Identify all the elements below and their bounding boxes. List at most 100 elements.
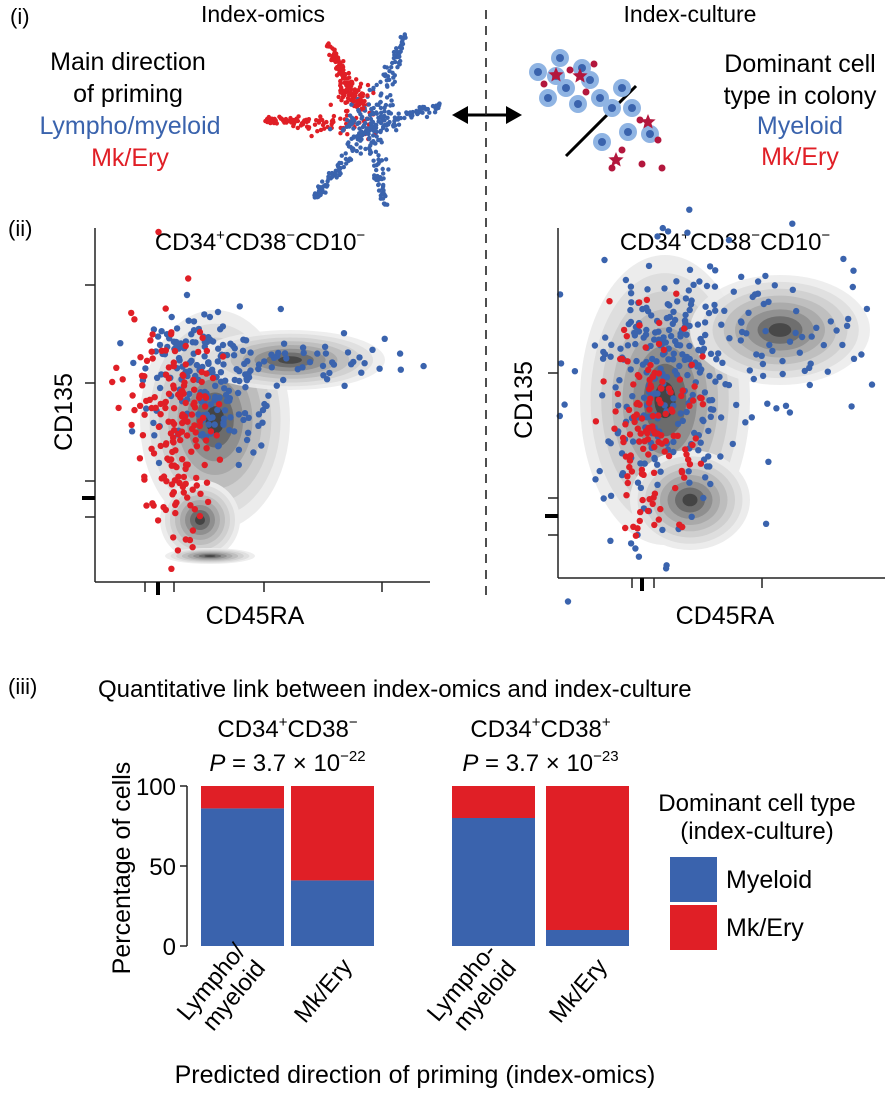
embedding-cell-3: [376, 115, 381, 121]
embedding-cell-1: [317, 118, 322, 123]
flow-point-myeloid: [358, 369, 365, 376]
embedding-cell-5: [343, 156, 349, 162]
flow-point-myeloid: [674, 420, 682, 428]
flow-point-myeloid: [275, 349, 282, 357]
embedding-cell-core: [357, 84, 363, 90]
flow-point-myeloid: [712, 267, 719, 274]
flow-point-myeloid: [627, 290, 635, 297]
flow-point-myeloid: [808, 333, 815, 340]
flow-point-mkery: [169, 491, 176, 498]
flow-point-myeloid: [156, 384, 164, 392]
flow-point-mkery: [672, 484, 679, 492]
flow-point-mkery: [630, 413, 638, 420]
flow-point-mkery: [679, 387, 686, 394]
flow-point-mkery: [207, 428, 215, 435]
bar-y-tick-label: 100: [136, 774, 176, 801]
flow-point-myeloid: [665, 356, 672, 363]
embedding-cell-2: [384, 95, 390, 100]
flow-point-mkery: [678, 392, 685, 400]
flow-point-myeloid: [255, 422, 262, 429]
flow-point-myeloid: [687, 301, 695, 308]
embedding-cell-2: [382, 73, 388, 79]
flow-point-myeloid: [235, 461, 242, 469]
flow-point-mkery: [634, 425, 641, 432]
index-omics-title: Index-omics: [201, 1, 325, 27]
legend-label-mkery: Mk/Ery: [726, 914, 804, 942]
embedding-cell-5: [343, 151, 348, 156]
flow-point-myeloid: [617, 345, 624, 352]
flow-point-myeloid: [659, 224, 666, 232]
flow-point-mkery: [655, 412, 662, 419]
flow-point-mkery: [162, 404, 169, 412]
embedding-cell-3: [404, 111, 410, 117]
flow-point-mkery: [216, 456, 224, 463]
flow-point-myeloid: [280, 376, 287, 384]
flow-point-myeloid: [840, 255, 847, 263]
embedding-cell-5: [315, 195, 320, 200]
flow-point-myeloid: [239, 347, 247, 354]
flow-point-myeloid: [205, 360, 212, 367]
flow-point-myeloid: [158, 371, 165, 378]
embedding-cell-core: [348, 122, 354, 127]
embedding-cell-1: [295, 125, 300, 131]
flow-point-myeloid: [786, 409, 794, 416]
flow-point-mkery: [665, 452, 673, 460]
flow-point-mkery: [626, 431, 634, 438]
flow-point-myeloid: [117, 340, 124, 347]
flow-point-myeloid: [796, 349, 803, 356]
flow-point-mkery: [185, 275, 192, 282]
embedding-cell-0: [332, 50, 338, 55]
flow-point-mkery: [674, 432, 681, 439]
flow-point-myeloid: [717, 453, 724, 460]
flow-point-mkery: [196, 418, 204, 425]
flow-point-myeloid: [683, 408, 690, 416]
embedding-cell-4: [376, 153, 381, 158]
flow-point-mkery: [149, 331, 156, 338]
flow-point-myeloid: [662, 339, 669, 346]
flow-point-myeloid: [612, 384, 619, 391]
embedding-cell-4: [383, 157, 389, 162]
double-arrow-icon: [452, 106, 522, 124]
flow-point-myeloid: [745, 309, 752, 316]
embedding-cell-core: [354, 99, 360, 104]
flow-point-mkery: [139, 382, 146, 389]
flow-point-myeloid: [660, 373, 667, 380]
bar-group-title: CD34+CD38−: [217, 714, 357, 743]
flow-point-myeloid: [220, 361, 227, 368]
flow-point-myeloid: [839, 341, 846, 349]
flow-point-myeloid: [683, 331, 690, 338]
flow-point-myeloid: [651, 454, 658, 462]
flow-point-myeloid: [792, 329, 799, 337]
embedding-cell-core: [344, 117, 350, 123]
flow-point-myeloid: [640, 334, 647, 341]
flow-point-myeloid: [150, 326, 158, 333]
embedding-cell-3: [432, 110, 438, 115]
flow-point-mkery: [188, 448, 195, 455]
embedding-cell-5: [335, 162, 341, 168]
flow-point-mkery: [143, 357, 151, 364]
flow-point-myeloid: [625, 320, 632, 328]
flow-point-myeloid: [688, 513, 695, 520]
flow-point-myeloid: [217, 369, 225, 376]
flow-point-myeloid: [664, 228, 672, 235]
flow-point-mkery: [622, 421, 629, 428]
embedding-cell-0: [336, 65, 341, 71]
flow-plot-left-ylabel: CD135: [50, 373, 78, 451]
flow-point-myeloid: [737, 318, 745, 325]
flow-point-myeloid: [669, 320, 676, 327]
flow-point-myeloid: [660, 334, 667, 341]
flow-point-mkery: [109, 378, 116, 386]
embedding-cell-3: [427, 110, 432, 115]
bar-legend: Dominant cell type (index-culture) Myelo…: [658, 790, 856, 950]
priming-legend-mkery: Mk/Ery: [91, 144, 169, 172]
flow-point-myeloid: [686, 206, 693, 213]
flow-point-mkery: [645, 399, 653, 406]
flow-point-mkery: [202, 394, 210, 401]
flow-point-myeloid: [193, 361, 201, 369]
flow-point-myeloid: [627, 540, 635, 547]
flow-point-mkery: [651, 443, 658, 451]
flow-point-mkery: [649, 500, 656, 508]
embedding-cell-2: [395, 65, 400, 70]
flow-point-myeloid: [376, 365, 383, 372]
flow-point-myeloid: [746, 367, 753, 374]
